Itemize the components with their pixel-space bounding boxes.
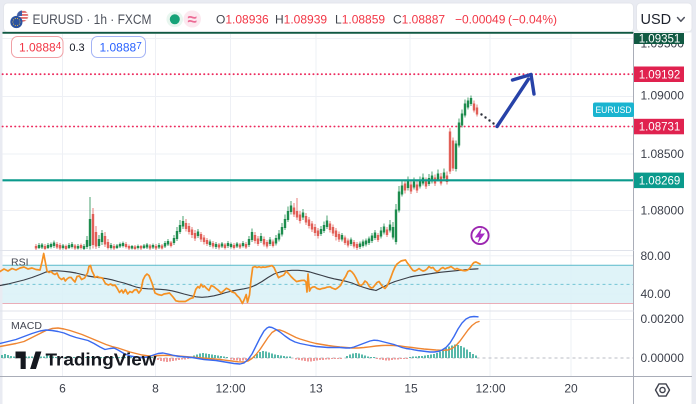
svg-text:1.09192: 1.09192 [639, 69, 681, 81]
svg-text:1.08884: 1.08884 [19, 41, 62, 55]
svg-text:TradingView: TradingView [46, 350, 157, 370]
svg-text:13: 13 [309, 382, 323, 396]
svg-text:1.08500: 1.08500 [641, 147, 685, 161]
svg-text:O1.08936: O1.08936 [216, 13, 269, 27]
svg-text:20: 20 [564, 382, 578, 396]
svg-text:40.00: 40.00 [641, 287, 671, 301]
svg-text:RSI: RSI [11, 257, 29, 269]
svg-text:≈: ≈ [188, 10, 197, 29]
svg-text:12:00: 12:00 [215, 382, 245, 396]
svg-text:H1.08939: H1.08939 [275, 13, 327, 27]
svg-text:C1.08887: C1.08887 [393, 13, 445, 27]
svg-text:0.00000: 0.00000 [641, 351, 685, 365]
svg-text:1.08269: 1.08269 [639, 175, 681, 187]
svg-text:1.08000: 1.08000 [641, 204, 685, 218]
svg-text:USD: USD [641, 12, 672, 28]
svg-text:L1.08859: L1.08859 [335, 13, 385, 27]
svg-text:8: 8 [152, 382, 159, 396]
svg-text:1.09000: 1.09000 [641, 89, 685, 103]
svg-text:0.00200: 0.00200 [641, 312, 685, 326]
svg-text:1.09351: 1.09351 [639, 34, 681, 46]
svg-text:EURUSD: EURUSD [596, 105, 632, 116]
svg-text:(−0.04%): (−0.04%) [508, 13, 557, 27]
svg-text:1.08887: 1.08887 [100, 41, 143, 55]
svg-text:0.3: 0.3 [69, 42, 84, 54]
svg-text:12:00: 12:00 [475, 382, 505, 396]
svg-text:15: 15 [404, 382, 418, 396]
svg-text:MACD: MACD [11, 320, 42, 332]
svg-text:6: 6 [59, 382, 66, 396]
svg-text:−0.00049: −0.00049 [455, 13, 506, 27]
svg-text:80.00: 80.00 [641, 249, 671, 263]
svg-text:1.08731: 1.08731 [639, 122, 681, 134]
svg-text:EURUSD · 1h · FXCM: EURUSD · 1h · FXCM [33, 11, 152, 27]
